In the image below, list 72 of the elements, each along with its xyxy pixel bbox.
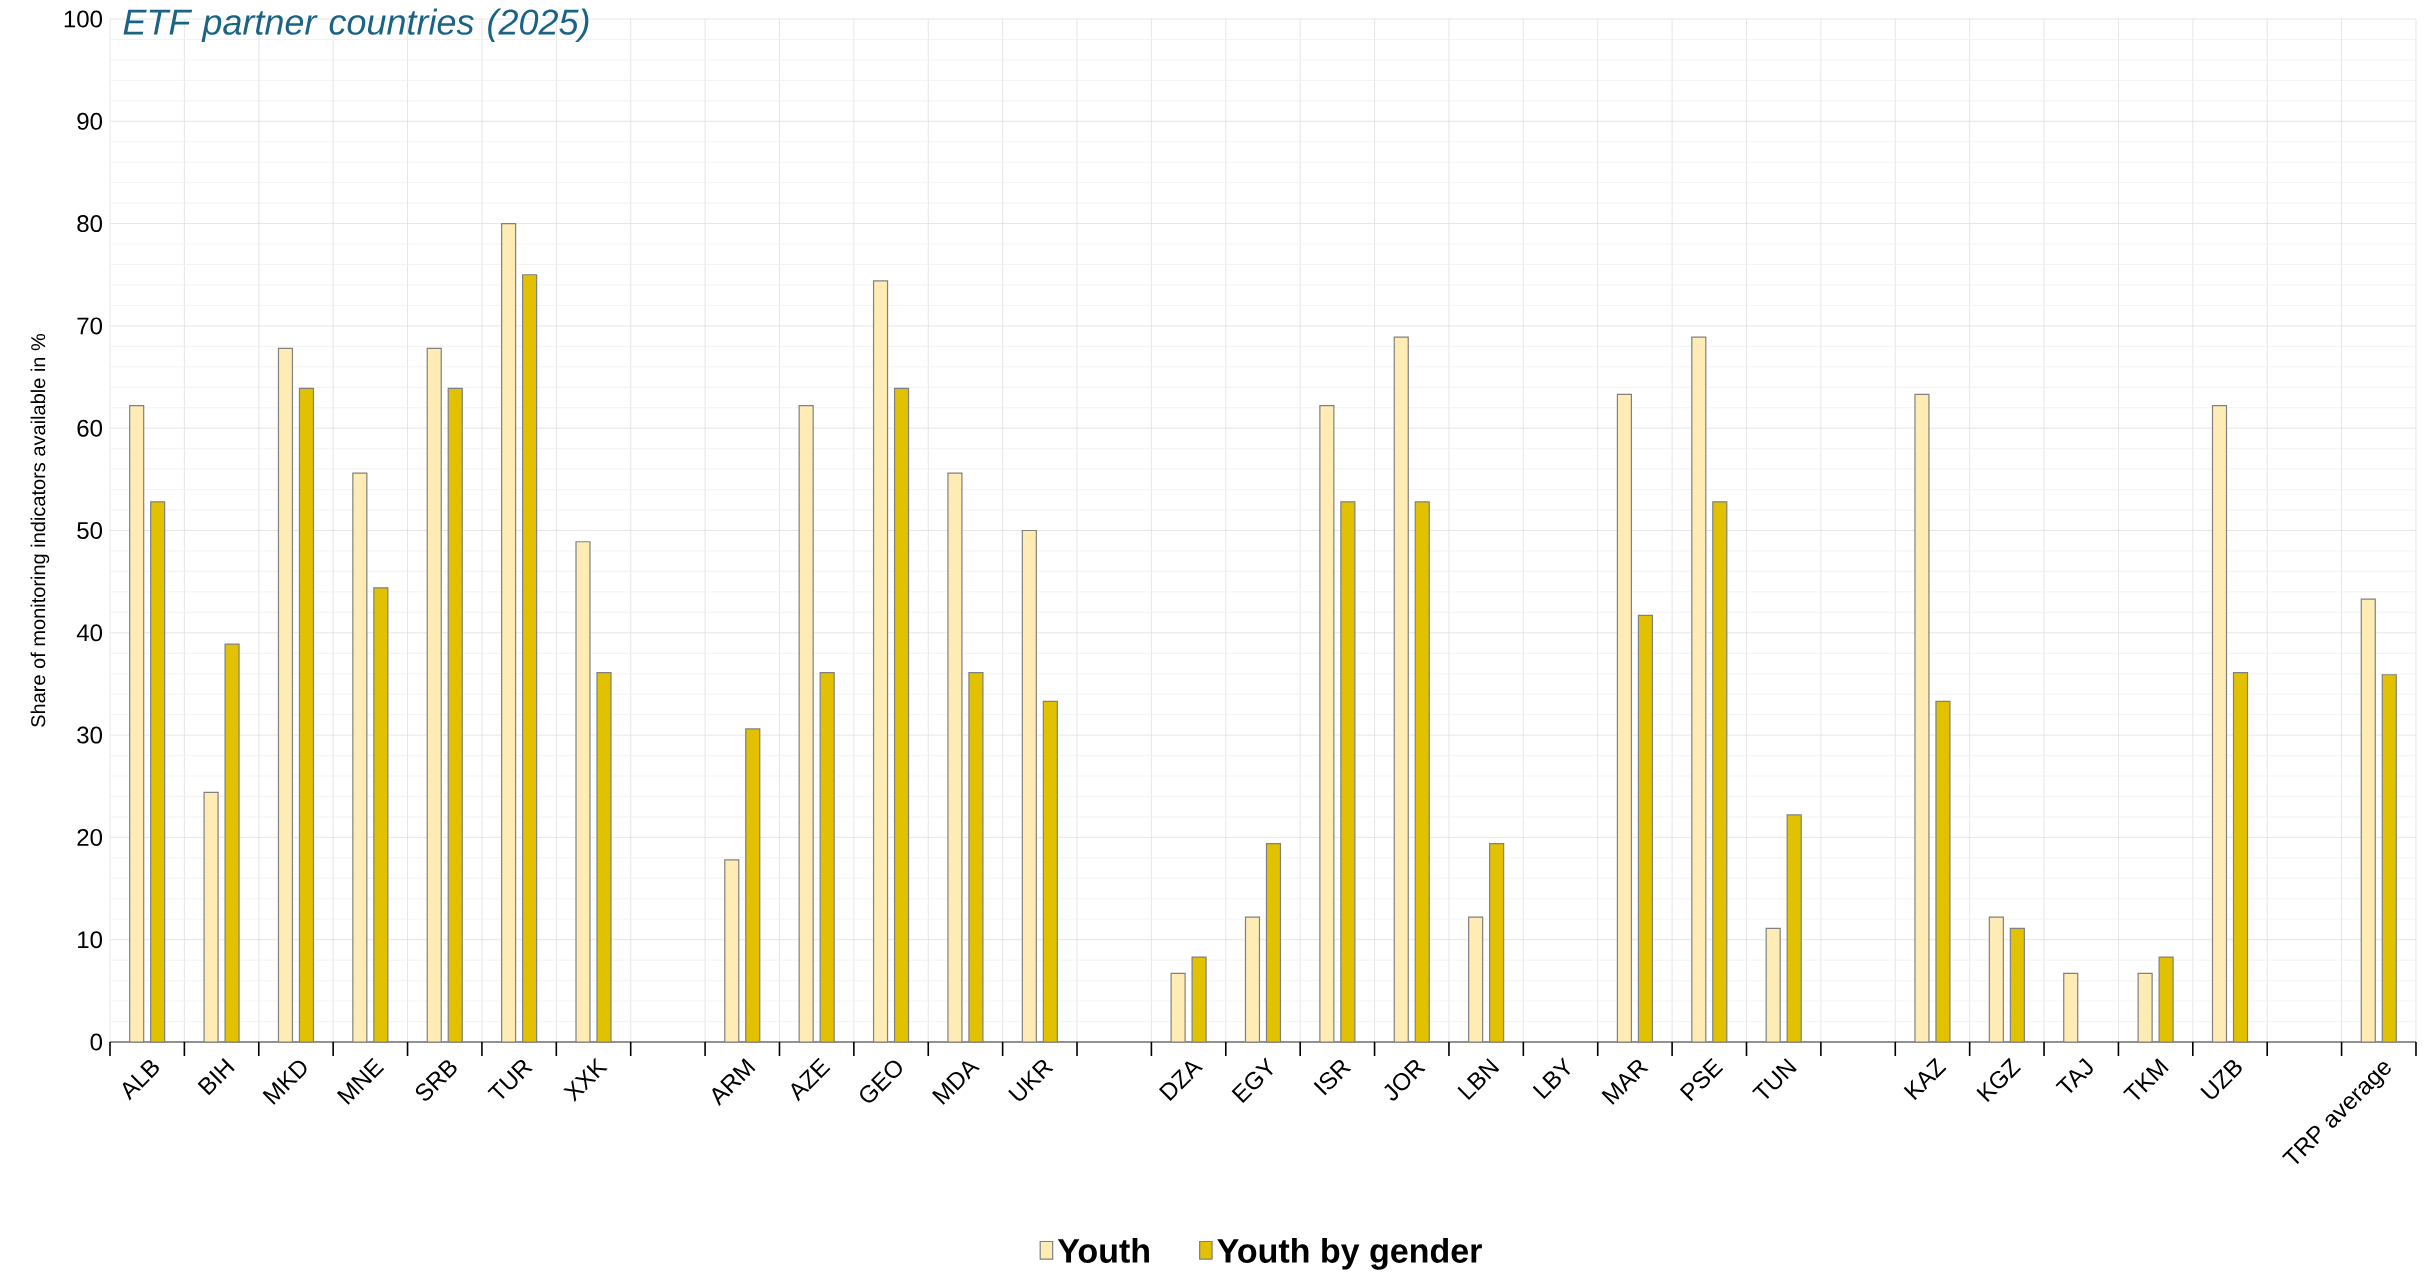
bar <box>1935 700 1951 1043</box>
bar <box>2360 598 2376 1043</box>
bar <box>724 859 740 1043</box>
x-tick-label: UZB <box>2200 1059 2242 1099</box>
bar <box>968 672 984 1043</box>
bar <box>596 672 612 1043</box>
legend-label: Youth by gender <box>1217 1237 1482 1270</box>
y-tick-label: 30 <box>77 726 103 744</box>
bar <box>2232 672 2249 1043</box>
bar <box>1170 972 1186 1043</box>
y-tick-label: 60 <box>77 419 103 437</box>
bar <box>1244 916 1261 1043</box>
bar <box>2158 956 2174 1043</box>
bar <box>150 501 166 1043</box>
bar <box>1393 336 1409 1043</box>
bar <box>129 405 145 1043</box>
bar <box>1616 393 1633 1043</box>
x-tick-label: TUR <box>487 1059 533 1099</box>
bar <box>575 541 591 1043</box>
bar <box>1042 700 1058 1043</box>
bar <box>1468 916 1484 1043</box>
bar <box>2211 405 2228 1043</box>
x-tick-label: BIH <box>197 1058 235 1096</box>
bar <box>1489 842 1505 1043</box>
bar <box>1712 501 1728 1043</box>
y-tick-label: 40 <box>76 624 103 642</box>
bar <box>819 672 835 1043</box>
x-tick-label: ISR <box>1313 1060 1352 1096</box>
x-tick-label: DZA <box>1158 1061 1204 1101</box>
bar <box>745 728 761 1043</box>
bar <box>203 791 219 1043</box>
bar <box>373 587 389 1043</box>
y-tick-label: 10 <box>78 931 103 949</box>
y-tick-label: 70 <box>77 317 103 335</box>
bar <box>1691 336 1707 1043</box>
y-axis-title: Share of monitoring indicators available in % <box>30 333 50 727</box>
chart-title: ETF partner countries (2025) <box>123 8 589 42</box>
bar <box>1265 842 1282 1043</box>
bar <box>352 472 368 1043</box>
bar <box>298 387 315 1043</box>
bar <box>1340 501 1356 1043</box>
bar <box>798 405 814 1043</box>
bar <box>1319 405 1335 1043</box>
bar <box>1988 916 2004 1043</box>
bar <box>2137 972 2153 1043</box>
x-tick-label: TAJ <box>2055 1058 2093 1093</box>
bar <box>947 472 963 1043</box>
y-tick-label: 80 <box>77 215 103 233</box>
bar <box>1414 501 1430 1043</box>
bar <box>1637 614 1654 1043</box>
y-tick-label: 20 <box>77 828 103 846</box>
bar <box>1021 529 1037 1043</box>
y-tick-label: 100 <box>64 10 103 28</box>
y-tick-label: 90 <box>77 112 103 130</box>
bar <box>893 387 910 1043</box>
bar <box>2381 674 2397 1043</box>
y-tick-label: 50 <box>77 522 103 540</box>
bar <box>1914 393 1930 1043</box>
bar <box>2063 972 2079 1043</box>
bar <box>426 347 442 1043</box>
legend-label: Youth <box>1057 1237 1149 1263</box>
bar <box>2009 927 2025 1043</box>
bar <box>1765 927 1781 1043</box>
bar <box>1191 956 1207 1043</box>
bar <box>1786 814 1802 1043</box>
bar <box>277 347 294 1043</box>
y-tick-label: 0 <box>90 1033 103 1051</box>
bar <box>522 274 538 1043</box>
bar <box>447 387 463 1043</box>
bar <box>501 222 517 1043</box>
bar <box>224 643 240 1043</box>
bar <box>872 280 889 1043</box>
